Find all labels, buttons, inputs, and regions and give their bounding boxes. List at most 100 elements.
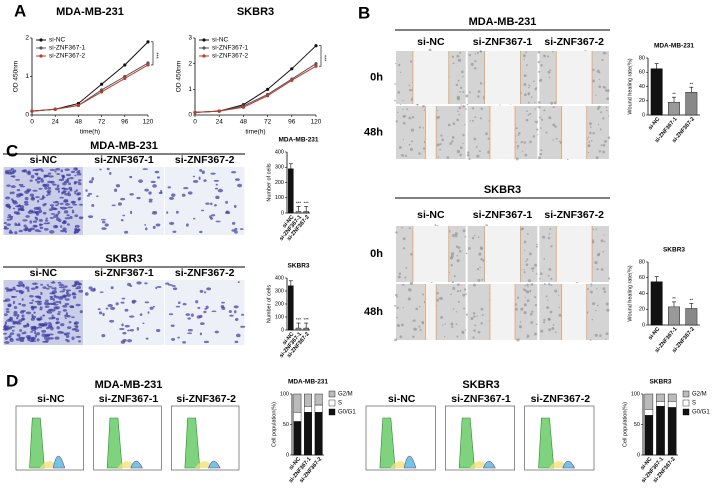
texture [461, 70, 464, 74]
cell [77, 182, 82, 186]
texture [476, 268, 480, 271]
cell [26, 188, 32, 192]
texture [440, 134, 443, 137]
wound-gap [425, 284, 437, 340]
cell [7, 205, 11, 208]
cell [11, 296, 18, 298]
cell [36, 176, 41, 179]
cell [39, 323, 42, 326]
texture [402, 121, 406, 125]
texture [459, 153, 462, 157]
texture [419, 328, 422, 332]
cell [15, 212, 21, 215]
texture [525, 118, 529, 122]
texture [395, 293, 398, 297]
cell [15, 290, 19, 292]
bar-segment [293, 393, 302, 413]
y-tick-label: 0 [281, 210, 284, 216]
cell [187, 191, 193, 195]
texture [463, 288, 467, 291]
cell [107, 304, 113, 308]
cell [148, 200, 153, 203]
texture [439, 296, 443, 301]
cell [74, 174, 77, 177]
cell [47, 322, 52, 325]
g2-peak [208, 460, 221, 469]
cell [199, 322, 205, 326]
texture [463, 307, 466, 310]
cell [88, 286, 93, 290]
chart-title: MDA-MB-231 [654, 43, 694, 50]
column-label: si-ZNF367-1 [99, 393, 159, 405]
cell [182, 302, 187, 306]
cell [34, 172, 39, 176]
cell [233, 305, 239, 309]
cell [45, 217, 48, 220]
texture [592, 68, 595, 71]
texture [396, 295, 398, 298]
legend-label: G0/G1 [692, 410, 710, 416]
bar [288, 285, 294, 331]
cell [47, 191, 50, 194]
bar-segment [644, 409, 654, 416]
cell [6, 218, 11, 221]
y-tick-label: 0 [286, 452, 289, 458]
texture [447, 123, 451, 127]
cell [122, 214, 126, 217]
texture [479, 117, 482, 120]
cell [3, 227, 10, 230]
cell [27, 288, 30, 292]
cell [99, 168, 102, 171]
texture [459, 90, 461, 93]
texture [477, 90, 481, 93]
cell [71, 201, 75, 204]
cell [64, 298, 70, 301]
image-title: SKBR3 [105, 253, 142, 265]
cell [49, 230, 55, 234]
point [100, 90, 104, 94]
point [241, 105, 245, 109]
cell [195, 300, 199, 304]
texture [408, 143, 411, 146]
texture [456, 311, 458, 313]
cell [24, 228, 27, 232]
texture [595, 156, 599, 160]
cell [117, 202, 122, 206]
bar-segment [314, 393, 323, 406]
bar-segment [667, 393, 677, 402]
cell [74, 190, 77, 193]
y-tick-label: 200 [275, 301, 284, 307]
texture [462, 142, 464, 145]
cell [74, 224, 80, 228]
cell [57, 311, 62, 313]
texture [524, 153, 528, 157]
cell [91, 177, 95, 181]
cell [215, 183, 218, 186]
cell [57, 312, 61, 316]
y-tick-label: 300 [275, 288, 284, 294]
cell [55, 321, 59, 325]
texture [602, 144, 606, 147]
cell [21, 314, 25, 318]
cell [121, 323, 124, 327]
cell [3, 332, 7, 335]
texture [462, 91, 465, 94]
cell [199, 168, 203, 172]
texture [443, 335, 446, 338]
cell [190, 313, 194, 317]
cell [192, 180, 199, 183]
texture [408, 88, 412, 92]
cell [19, 329, 23, 332]
texture [523, 83, 527, 86]
y-tick-label: 1 [188, 86, 192, 93]
texture [434, 224, 437, 227]
texture [543, 109, 546, 112]
texture [608, 277, 611, 280]
texture [534, 108, 536, 110]
y-axis-label: OD 450nm [176, 61, 183, 92]
texture [526, 258, 529, 261]
cell [9, 215, 14, 218]
cell [203, 310, 207, 314]
texture [402, 138, 404, 141]
texture [600, 239, 604, 243]
